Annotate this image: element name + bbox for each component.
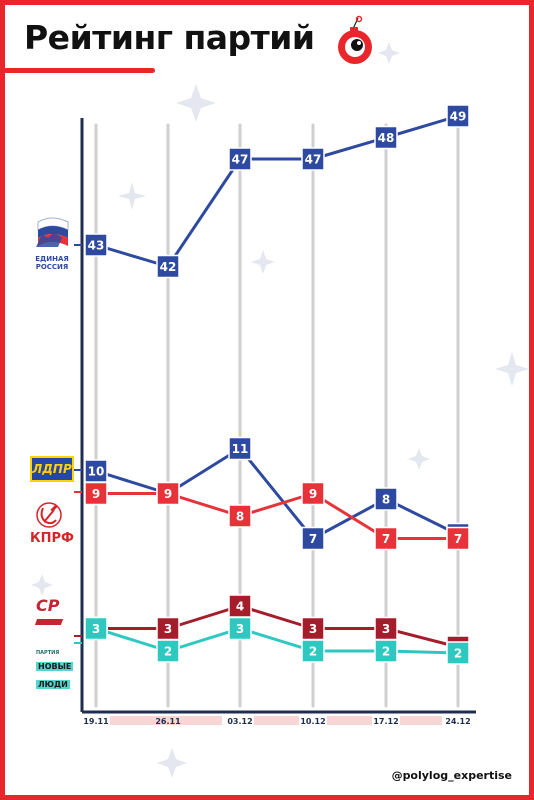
data-label: 7 xyxy=(454,532,462,546)
data-point xyxy=(156,254,180,279)
data-label: 8 xyxy=(236,510,244,524)
data-label: 47 xyxy=(232,153,249,167)
page-title: Рейтинг партий xyxy=(24,18,315,57)
data-point xyxy=(301,526,325,551)
data-point xyxy=(374,526,398,551)
x-tick-label: 26.11 xyxy=(155,717,181,726)
hammer-sickle-icon xyxy=(36,502,62,528)
tick-band-2 xyxy=(327,716,372,725)
data-label: 3 xyxy=(309,622,317,636)
author-handle: @polylog_expertise xyxy=(391,769,512,782)
data-label: 49 xyxy=(450,110,467,124)
series-lines xyxy=(95,114,459,655)
data-point xyxy=(301,147,325,171)
tick-band-1 xyxy=(254,716,299,725)
decor-stars xyxy=(31,42,529,778)
x-tick-label: 10.12 xyxy=(300,717,325,726)
data-label: 42 xyxy=(160,260,177,274)
data-point xyxy=(446,641,470,665)
data-point xyxy=(84,481,108,506)
party-nl-line-2: ЛЮДИ xyxy=(36,680,70,689)
data-point xyxy=(374,125,398,150)
party-nl-line-0: ПАРТИЯ xyxy=(36,650,60,656)
party-sr-label: СР xyxy=(36,596,60,615)
series-line-kprf xyxy=(96,492,458,540)
party-er-name-1: ЕДИНАЯ xyxy=(35,255,69,263)
party-connectors xyxy=(74,244,82,644)
data-point xyxy=(228,147,252,171)
party-ldpr: ЛДПР xyxy=(30,456,74,482)
data-point xyxy=(84,233,108,257)
data-point xyxy=(301,481,325,506)
party-kprf-label: КПРФ xyxy=(30,531,74,546)
data-point xyxy=(374,487,398,511)
x-tick-label: 24.12 xyxy=(445,717,470,726)
data-label: 10 xyxy=(88,465,105,479)
data-point xyxy=(374,639,398,663)
party-er-name-2: РОССИЯ xyxy=(35,263,69,271)
data-label: 3 xyxy=(92,622,100,636)
party-nl: ПАРТИЯ НОВЫЕ ЛЮДИ xyxy=(32,650,74,694)
data-label: 47 xyxy=(305,153,322,167)
x-tick-label: 03.12 xyxy=(227,717,252,726)
data-label: 9 xyxy=(164,487,172,501)
data-label: 2 xyxy=(454,647,462,661)
data-label: 3 xyxy=(382,622,390,636)
sr-swoosh-icon xyxy=(34,619,64,625)
data-point xyxy=(156,481,180,506)
party-sr: СР xyxy=(34,596,70,636)
data-label: 9 xyxy=(92,487,100,501)
data-label: 7 xyxy=(309,532,317,546)
data-point xyxy=(156,639,180,663)
bear-flag-icon xyxy=(36,217,69,247)
party-ldpr-label: ЛДПР xyxy=(32,462,72,476)
title-underline xyxy=(5,68,155,73)
data-label: 2 xyxy=(382,645,390,659)
data-label: 11 xyxy=(232,442,249,456)
data-point xyxy=(84,616,108,641)
tick-band-3 xyxy=(400,716,442,725)
tick-band xyxy=(110,716,442,725)
data-label: 4 xyxy=(236,600,244,614)
data-label: 8 xyxy=(382,493,390,507)
party-kprf: КПРФ xyxy=(30,500,78,548)
series-points: 43424747484910911787998977334332323222 xyxy=(84,104,470,665)
party-nl-line-1: НОВЫЕ xyxy=(36,662,74,671)
party-er: ЕДИНАЯ РОССИЯ xyxy=(28,216,76,272)
x-tick-label: 17.12 xyxy=(373,717,398,726)
data-label: 43 xyxy=(88,239,105,253)
data-label: 9 xyxy=(309,487,317,501)
series-line-nl xyxy=(95,627,459,655)
tick-band-0 xyxy=(110,716,222,725)
x-tick-labels: 19.11 26.11 03.12 10.12 17.12 24.12 xyxy=(83,717,470,726)
series-line-ldpr xyxy=(95,447,459,540)
data-label: 2 xyxy=(309,645,317,659)
x-tick-label: 19.11 xyxy=(83,717,109,726)
data-point xyxy=(446,526,470,551)
data-point xyxy=(446,104,470,128)
data-point xyxy=(301,639,325,663)
polylog-logo-icon xyxy=(338,15,372,64)
data-label: 7 xyxy=(382,532,390,546)
data-label: 48 xyxy=(378,131,395,145)
series-line-er xyxy=(95,114,459,268)
data-point xyxy=(228,504,252,528)
data-point xyxy=(228,616,252,641)
series-line-sr xyxy=(96,604,459,649)
data-label: 3 xyxy=(236,622,244,636)
data-label: 3 xyxy=(164,622,172,636)
data-label: 2 xyxy=(164,645,172,659)
data-point xyxy=(228,436,252,461)
